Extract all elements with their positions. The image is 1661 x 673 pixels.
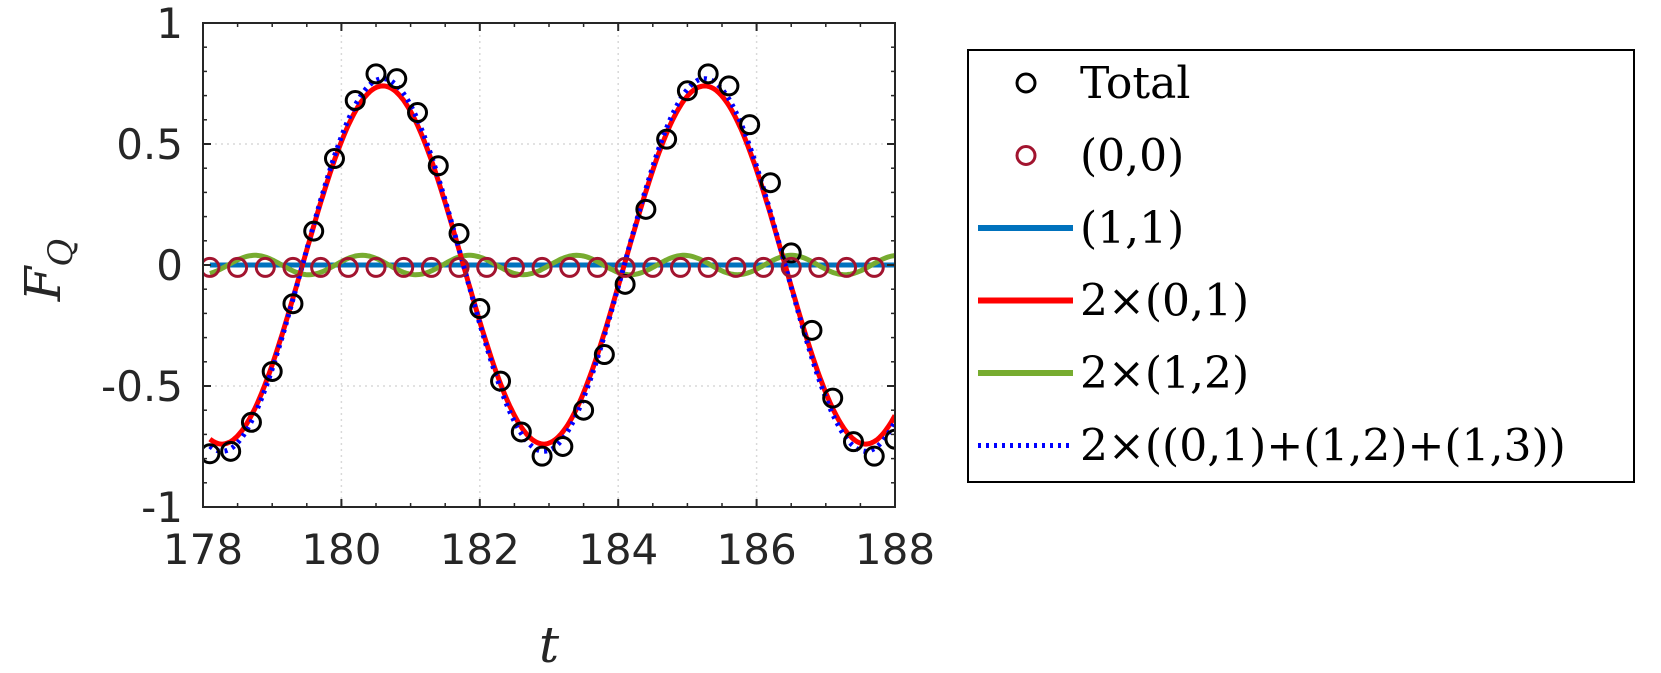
series-total-point <box>552 436 574 457</box>
series-0-0-point <box>725 256 747 278</box>
series-total-point <box>490 370 512 392</box>
series-total-point <box>676 80 698 102</box>
series-total-point <box>448 223 470 245</box>
series-total-point <box>510 421 532 443</box>
series-0-0-point <box>310 256 332 278</box>
series-0-0-point <box>559 256 581 278</box>
series-0-0-point <box>697 256 719 278</box>
y-tick-label: 0 <box>156 241 183 290</box>
series-total-point <box>303 220 325 242</box>
series-0-0-point <box>669 256 691 278</box>
series-total-point <box>718 75 740 97</box>
series-total-point <box>635 198 657 220</box>
y-axis-title: FQ <box>14 239 81 303</box>
legend-total: Total <box>1015 58 1190 109</box>
legend-box <box>967 49 1635 483</box>
axis-tick-labels: 178 180 182 184 186 188 -1 -0.5 0 0.5 1 <box>101 0 935 574</box>
series-0-0-point <box>420 256 442 278</box>
y-tick-label: 1 <box>156 0 183 48</box>
y-axis-title-subscript: Q <box>41 239 81 267</box>
series-total-point <box>739 114 761 136</box>
series-0-0-point <box>531 256 553 278</box>
legend-0-0-label: (0,0) <box>1080 131 1184 182</box>
series-total-point <box>531 445 553 467</box>
svg-text:FQ: FQ <box>14 239 81 303</box>
series-0-0-point <box>337 256 359 278</box>
series-total-point <box>656 128 678 150</box>
series-total-point <box>822 387 844 409</box>
series-0-0-point <box>753 256 775 278</box>
series-total-point <box>801 319 823 341</box>
series-total-point <box>469 298 491 320</box>
legend-2x-1-2: 2×(1,2) <box>978 348 1249 399</box>
legend-items: Total (0,0) (1,1) 2×(0,1) 2×(1,2) 2×((0,1)+(1… <box>978 58 1566 472</box>
y-axis-title-main: F <box>14 264 72 302</box>
x-tick-label: 180 <box>301 525 381 574</box>
legend-1-1-label: (1,1) <box>1080 203 1184 254</box>
legend-1-1: (1,1) <box>978 203 1184 254</box>
series-total-point <box>323 148 345 170</box>
series-0-0-point <box>393 256 415 278</box>
series-0-0-point <box>203 256 221 278</box>
series-total-point <box>863 445 885 467</box>
series-0-0-point <box>448 256 470 278</box>
legend-2x-0-1: 2×(0,1) <box>978 276 1249 327</box>
series-2x-0-1-1-2-1-3-line <box>208 76 895 454</box>
series-group <box>203 63 895 467</box>
series-total-point <box>593 344 615 366</box>
series-total-point <box>759 172 781 194</box>
series-total-point <box>780 242 802 264</box>
series-total-point <box>282 293 304 315</box>
series-total-point <box>203 443 221 465</box>
series-0-0-point <box>254 256 276 278</box>
series-total-point <box>240 411 262 433</box>
series-total-point <box>261 360 283 382</box>
legend-0-0-swatch <box>1015 145 1037 166</box>
series-0-0-point <box>808 256 830 278</box>
series-0-0-point <box>365 256 387 278</box>
y-tick-label: 0.5 <box>116 120 183 169</box>
x-tick-label: 182 <box>440 525 520 574</box>
legend-total-label: Total <box>1080 58 1190 109</box>
series-total-point <box>427 155 449 177</box>
x-tick-label: 186 <box>717 525 797 574</box>
x-tick-label: 188 <box>855 525 935 574</box>
y-tick-label: -1 <box>141 483 183 532</box>
series-0-0-point <box>614 256 636 278</box>
series-0-0-point <box>780 256 802 278</box>
y-tick-label: -0.5 <box>101 362 183 411</box>
legend-2x-1-2-label: 2×(1,2) <box>1080 348 1249 399</box>
legend-total-swatch <box>1015 72 1037 94</box>
axis-ticks <box>202 22 896 508</box>
series-total-point <box>884 428 895 450</box>
series-0-0 <box>203 256 885 278</box>
x-tick-label: 178 <box>163 525 243 574</box>
series-total-point <box>386 68 408 90</box>
legend-2x-0-1-label: 2×(0,1) <box>1080 276 1249 327</box>
series-total-point <box>365 63 387 85</box>
series-total-point <box>407 102 429 124</box>
series-0-0-point <box>586 256 608 278</box>
series-0-0-point <box>642 256 664 278</box>
legend: Total (0,0) (1,1) 2×(0,1) 2×(1,2) 2×((0,1)+(1… <box>967 49 1635 483</box>
series-0-0-point <box>282 256 304 278</box>
series-total-point <box>573 399 595 421</box>
series-0-0-point <box>503 256 525 278</box>
series-0-0-point <box>863 256 885 278</box>
series-total-point <box>697 63 719 85</box>
series-total <box>203 63 895 467</box>
series-0-0-point <box>836 256 858 278</box>
series-total-point <box>842 431 864 453</box>
series-total-point <box>220 440 242 462</box>
legend-2x-0-1-1-2-1-3-label: 2×((0,1)+(1,2)+(1,3)) <box>1080 421 1566 472</box>
series-0-0-point <box>476 256 498 278</box>
legend-2x-0-1-1-2-1-3: 2×((0,1)+(1,2)+(1,3)) <box>978 421 1566 472</box>
series-0-0-point <box>227 256 249 278</box>
legend-0-0: (0,0) <box>1015 131 1184 182</box>
x-tick-label: 184 <box>578 525 658 574</box>
series-total-point <box>344 89 366 111</box>
x-axis-title: t <box>539 616 560 673</box>
